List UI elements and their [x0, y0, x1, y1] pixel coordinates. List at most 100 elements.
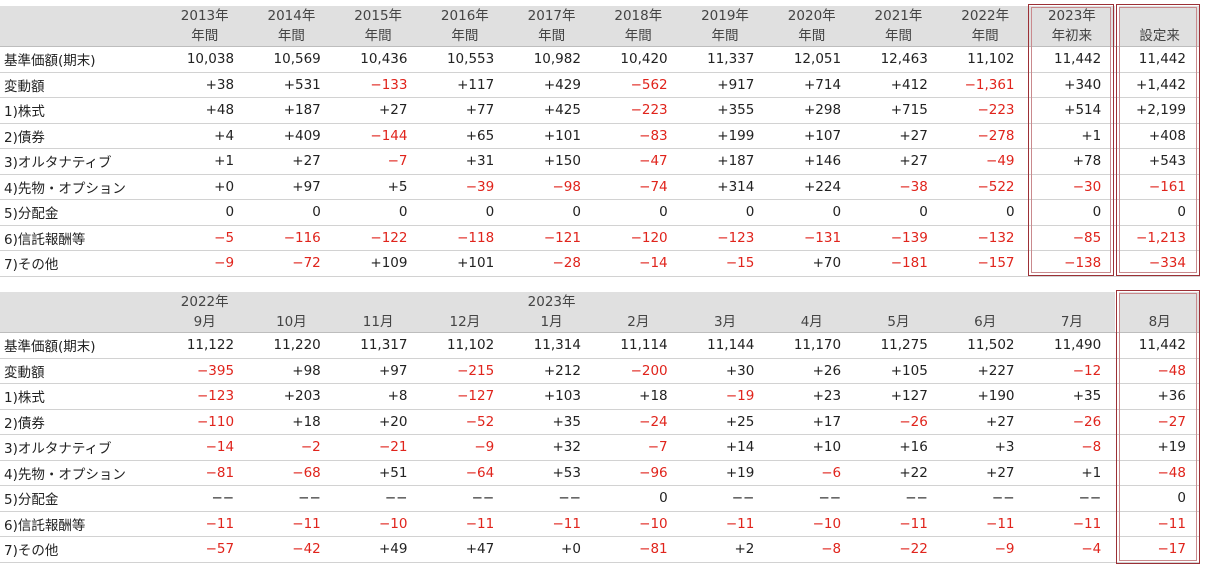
value-cell: +32: [508, 434, 595, 461]
table-header: 2022年 9月 10月 11月 12月 2023年 1月 2月 3月 4月 5月 6月 7月 8月: [0, 292, 1200, 333]
column-header: 4月: [768, 292, 856, 333]
value-cell: −139: [855, 225, 942, 251]
value-cell: −68: [248, 460, 335, 486]
header-row: 2022年 9月 10月 11月 12月 2023年 1月 2月 3月 4月 5月 6月 7月 8月: [0, 292, 1200, 333]
column-header: 2018年 年間: [594, 6, 682, 47]
value-cell: +18: [248, 409, 335, 435]
value-cell: −−: [941, 485, 1029, 512]
table-row: 変動額 −395 +98 +97 −215 +212 −200 +30 +26 +105 +227−…: [0, 358, 1200, 384]
value-cell: +355: [681, 97, 769, 124]
value-cell: +127: [855, 383, 942, 410]
value-cell: −110: [161, 409, 249, 435]
column-gap: [1115, 434, 1120, 461]
value-cell: 0: [681, 199, 769, 226]
column-header-line2: 設定来: [1139, 28, 1180, 44]
value-cell: −522: [941, 174, 1029, 200]
value-cell: −200: [594, 358, 682, 384]
column-gap: [1115, 148, 1120, 175]
value-cell: −562: [594, 72, 682, 98]
value-cell: −14: [594, 250, 682, 277]
value-cell: 10,569: [248, 46, 335, 73]
column-header-line1: [855, 292, 942, 312]
column-header-line1: 2019年: [701, 8, 749, 24]
value-cell: +3: [941, 434, 1029, 461]
column-header-line2: 11月: [362, 314, 394, 330]
value-cell: +48: [161, 97, 249, 124]
value-cell: +105: [855, 358, 942, 384]
value-cell: −96: [594, 460, 682, 486]
column-gap: [1115, 460, 1120, 486]
value-cell: +70: [768, 250, 856, 277]
value-cell: 12,051: [768, 46, 856, 73]
value-cell: +98: [248, 358, 335, 384]
value-cell: −11: [941, 511, 1029, 537]
column-header-line1: 2017年: [527, 8, 576, 24]
row-label: 変動額: [0, 358, 162, 384]
column-header-line2: 5月: [887, 314, 910, 330]
row-label: 5)分配金: [0, 199, 162, 226]
value-cell: −−: [508, 485, 595, 512]
value-cell: +298: [768, 97, 856, 124]
value-cell: +715: [855, 97, 942, 124]
column-header: 2月: [594, 292, 682, 333]
value-cell: 11,114: [594, 332, 682, 359]
value-cell: +531: [248, 72, 335, 98]
value-cell: +25: [681, 409, 769, 435]
column-header-line1: [248, 292, 335, 312]
header-corner: [0, 6, 162, 47]
value-cell: −−: [334, 485, 422, 512]
value-cell: +8: [334, 383, 422, 410]
value-cell: −223: [594, 97, 682, 124]
table-row: 4)先物・オプション +0 +97 +5 −39 −98 −74 +314 +224 −38 −52…: [0, 174, 1200, 200]
column-header-line1: 2015年: [354, 8, 403, 24]
row-label: 6)信託報酬等: [0, 225, 162, 251]
value-cell: +425: [508, 97, 595, 124]
value-cell: 10,553: [421, 46, 509, 73]
column-header-line1: 2021年: [874, 8, 923, 24]
value-cell: +314: [681, 174, 769, 200]
value-cell: −123: [161, 383, 249, 410]
column-header: 10月: [248, 292, 335, 333]
value-cell: −72: [248, 250, 335, 277]
value-cell: −11: [421, 511, 509, 537]
column-header-line2: 年間: [364, 28, 392, 44]
value-cell: +78: [1028, 148, 1116, 175]
value-cell: +408: [1119, 123, 1200, 149]
column-header: 6月: [941, 292, 1029, 333]
row-label: 6)信託報酬等: [0, 511, 162, 537]
column-gap: [1115, 292, 1120, 333]
column-header-line1: 2013年: [180, 8, 229, 24]
august-column-highlight: [1116, 290, 1200, 564]
value-cell: −42: [248, 536, 335, 563]
value-cell: 11,122: [161, 332, 249, 359]
value-cell: −22: [855, 536, 942, 563]
value-cell: −−: [248, 485, 335, 512]
value-cell: −157: [941, 250, 1029, 277]
column-header: 2020年 年間: [768, 6, 856, 47]
value-cell: −74: [594, 174, 682, 200]
value-cell: +17: [768, 409, 856, 435]
value-cell: +117: [421, 72, 509, 98]
value-cell: −14: [161, 434, 249, 461]
value-cell: −10: [768, 511, 856, 537]
column-header-line2: 年間: [538, 28, 566, 44]
value-cell: 11,102: [941, 46, 1029, 73]
value-cell: −223: [941, 97, 1029, 124]
column-gap: [1115, 409, 1120, 435]
monthly-breakdown-table: 2022年 9月 10月 11月 12月 2023年 1月 2月 3月 4月 5月 6月 7月 8月 基準…: [0, 292, 1200, 563]
value-cell: −−: [161, 485, 249, 512]
value-cell: −21: [334, 434, 422, 461]
table-row: 変動額 +38 +531 −133 +117 +429 −562 +917 +714 +412 −1…: [0, 72, 1200, 98]
column-header: 12月: [421, 292, 509, 333]
row-label: 4)先物・オプション: [0, 174, 162, 200]
value-cell: 11,442: [1119, 332, 1200, 359]
table-row: 2)債券 +4 +409 −144 +65 +101 −83 +199 +107 +27 −278 +…: [0, 123, 1200, 149]
value-cell: −−: [681, 485, 769, 512]
column-header-line1: [335, 292, 422, 312]
value-cell: −120: [594, 225, 682, 251]
value-cell: 0: [1028, 199, 1116, 226]
table-row: 7)その他 −9 −72 +109 +101 −28 −14 −15 +70 −181 −157 −1…: [0, 250, 1200, 277]
value-cell: +49: [334, 536, 422, 563]
value-cell: +18: [594, 383, 682, 410]
value-cell: −26: [855, 409, 942, 435]
